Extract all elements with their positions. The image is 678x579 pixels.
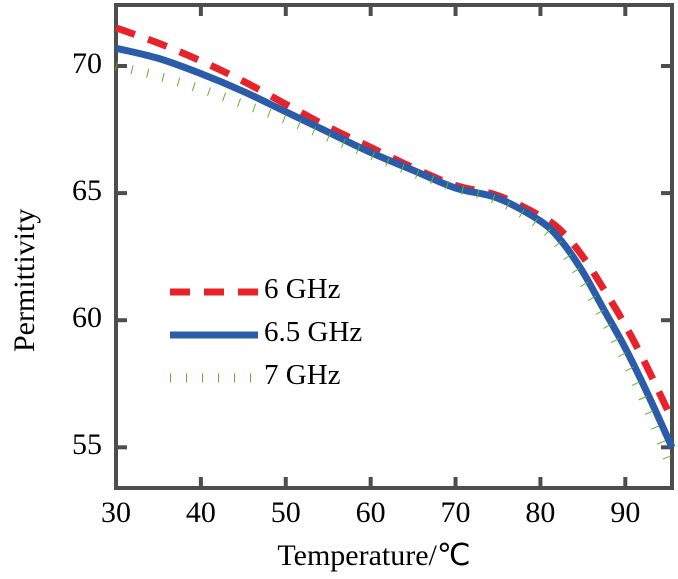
legend-swatch-7-ghz bbox=[170, 373, 258, 383]
series-line-6-5-ghz bbox=[115, 44, 676, 449]
y-axis-title: Permittivity bbox=[8, 208, 41, 352]
legend-swatch-6-5-ghz bbox=[170, 331, 258, 339]
x-axis-title: Temperature/℃ bbox=[277, 539, 471, 572]
x-tick-label-70: 70 bbox=[440, 496, 471, 529]
series-line-6-ghz bbox=[114, 24, 676, 421]
series-line-7-ghz bbox=[114, 61, 677, 472]
legend-label-6-ghz: 6 GHz bbox=[264, 273, 341, 305]
plot-frame bbox=[114, 3, 674, 490]
y-tick-label-60: 60 bbox=[72, 301, 102, 335]
legend-swatch-6-ghz bbox=[170, 288, 258, 296]
y-tick-label-70: 70 bbox=[72, 47, 102, 80]
y-tick-label-55: 55 bbox=[72, 428, 102, 462]
legend-label-7-ghz: 7 GHz bbox=[264, 359, 341, 391]
x-tick-label-80: 80 bbox=[525, 496, 556, 529]
x-tick-label-90: 90 bbox=[610, 496, 641, 529]
x-tick-label-40: 40 bbox=[185, 496, 216, 529]
x-tick-label-30: 30 bbox=[101, 496, 131, 529]
x-tick-label-50: 50 bbox=[270, 496, 301, 529]
y-tick-label-65: 65 bbox=[72, 174, 102, 208]
legend-label-6-5-ghz: 6.5 GHz bbox=[264, 316, 363, 348]
x-tick-label-60: 60 bbox=[355, 496, 386, 529]
